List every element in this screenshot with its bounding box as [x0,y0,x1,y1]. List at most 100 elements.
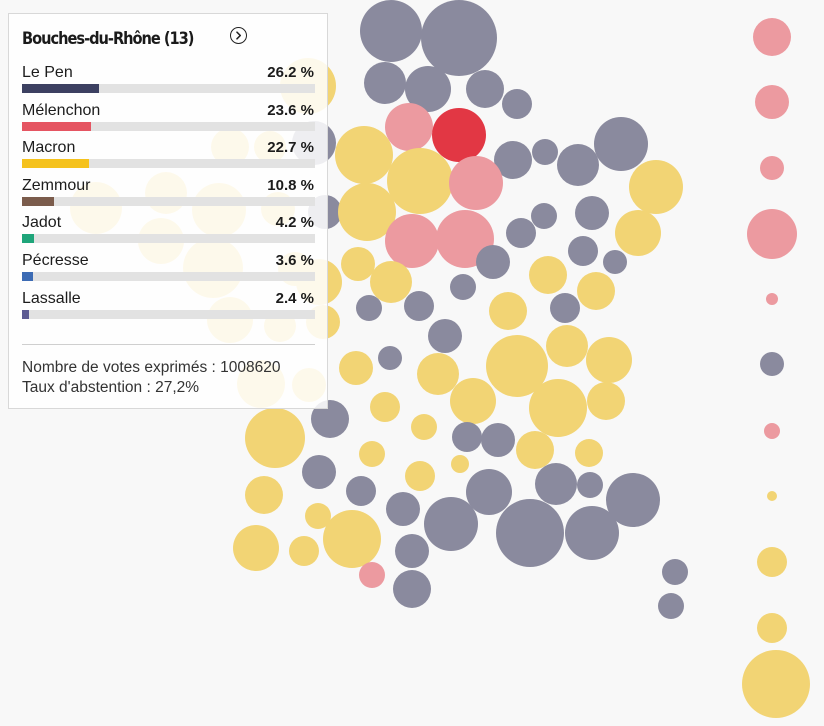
department-bubble[interactable] [450,378,496,424]
department-bubble[interactable] [370,261,412,303]
department-bubble[interactable] [550,293,580,323]
department-bubble[interactable] [404,291,434,321]
candidate-bar-fill [22,309,30,319]
department-bubble[interactable] [378,346,402,370]
department-bubble[interactable] [568,236,598,266]
department-bubble[interactable] [323,510,381,568]
department-bubble[interactable] [364,62,406,104]
department-bubble[interactable] [494,141,532,179]
department-bubble[interactable] [742,650,810,718]
department-bubble[interactable] [451,455,469,473]
chevron-right-circle-icon[interactable] [230,27,247,44]
department-bubble[interactable] [767,491,777,501]
department-bubble[interactable] [302,455,336,489]
department-bubble[interactable] [387,148,453,214]
department-bubble[interactable] [356,295,382,321]
department-bubble[interactable] [757,547,787,577]
department-bubble[interactable] [421,0,497,76]
department-bubble[interactable] [489,292,527,330]
department-bubble[interactable] [557,144,599,186]
department-bubble[interactable] [339,351,373,385]
department-bubble[interactable] [370,392,400,422]
department-bubble[interactable] [466,469,512,515]
department-bubble[interactable] [305,503,331,529]
department-bubble[interactable] [233,525,279,571]
department-bubble[interactable] [405,66,451,112]
candidate-bar-fill [22,121,92,131]
department-bubble[interactable] [245,408,305,468]
department-bubble[interactable] [417,353,459,395]
department-bubble[interactable] [575,439,603,467]
department-bubble[interactable] [385,214,439,268]
candidate-bar-track [22,121,315,131]
department-bubble[interactable] [531,203,557,229]
department-bubble[interactable] [481,423,515,457]
candidate-row-pecresse: Pécresse 3.6 % [22,252,315,290]
department-bubble[interactable] [395,534,429,568]
votes-cast-line: Nombre de votes exprimés : 1008620 [22,359,281,376]
department-bubble[interactable] [335,126,393,184]
candidate-list: Le Pen 26.2 % Mélenchon 23.6 % Macron 22… [22,64,315,328]
candidate-percent: 26.2 % [267,64,314,81]
department-bubble[interactable] [496,499,564,567]
candidate-row-lassalle: Lassalle 2.4 % [22,290,315,328]
department-bubble[interactable] [452,422,482,452]
department-bubble[interactable] [757,613,787,643]
department-bubble[interactable] [760,352,784,376]
department-bubble[interactable] [359,441,385,467]
department-bubble[interactable] [341,247,375,281]
department-bubble[interactable] [516,431,554,469]
department-bubble[interactable] [546,325,588,367]
department-bubble[interactable] [311,400,349,438]
department-bubble[interactable] [577,272,615,310]
department-bubble[interactable] [360,0,422,62]
department-bubble[interactable] [502,89,532,119]
department-bubble[interactable] [575,196,609,230]
department-bubble[interactable] [393,570,431,608]
department-bubble[interactable] [766,293,778,305]
department-bubble[interactable] [577,472,603,498]
department-bubble[interactable] [449,156,503,210]
department-bubble[interactable] [506,218,536,248]
department-bubble[interactable] [428,319,462,353]
department-bubble[interactable] [346,476,376,506]
department-bubble[interactable] [586,337,632,383]
department-bubble[interactable] [615,210,661,256]
candidate-name: Mélenchon [22,101,101,119]
department-bubble[interactable] [662,559,688,585]
department-bubble[interactable] [532,139,558,165]
department-bubble[interactable] [385,103,433,151]
department-bubble[interactable] [606,473,660,527]
department-bubble[interactable] [476,245,510,279]
department-bubble[interactable] [405,461,435,491]
department-bubble[interactable] [529,256,567,294]
department-bubble[interactable] [629,160,683,214]
department-bubble[interactable] [753,18,791,56]
department-bubble[interactable] [450,274,476,300]
department-bubble[interactable] [565,506,619,560]
department-bubble[interactable] [755,85,789,119]
department-bubble[interactable] [760,156,784,180]
tooltip-header: Bouches-du-Rhône (13) [22,26,314,52]
department-bubble[interactable] [466,70,504,108]
department-bubble[interactable] [386,492,420,526]
department-bubble[interactable] [289,536,319,566]
department-bubble[interactable] [432,108,486,162]
department-bubble[interactable] [245,476,283,514]
department-bubble[interactable] [486,335,548,397]
department-bubble[interactable] [338,183,396,241]
department-bubble[interactable] [535,463,577,505]
department-bubble[interactable] [529,379,587,437]
department-bubble[interactable] [359,562,385,588]
tooltip-footer: Nombre de votes exprimés : 1008620 Taux … [22,358,280,398]
department-bubble[interactable] [594,117,648,171]
department-bubble[interactable] [764,423,780,439]
department-bubble[interactable] [411,414,437,440]
candidate-bar-fill [22,159,89,169]
department-bubble[interactable] [587,382,625,420]
department-bubble[interactable] [747,209,797,259]
department-bubble[interactable] [658,593,684,619]
department-bubble[interactable] [603,250,627,274]
department-bubble[interactable] [424,497,478,551]
